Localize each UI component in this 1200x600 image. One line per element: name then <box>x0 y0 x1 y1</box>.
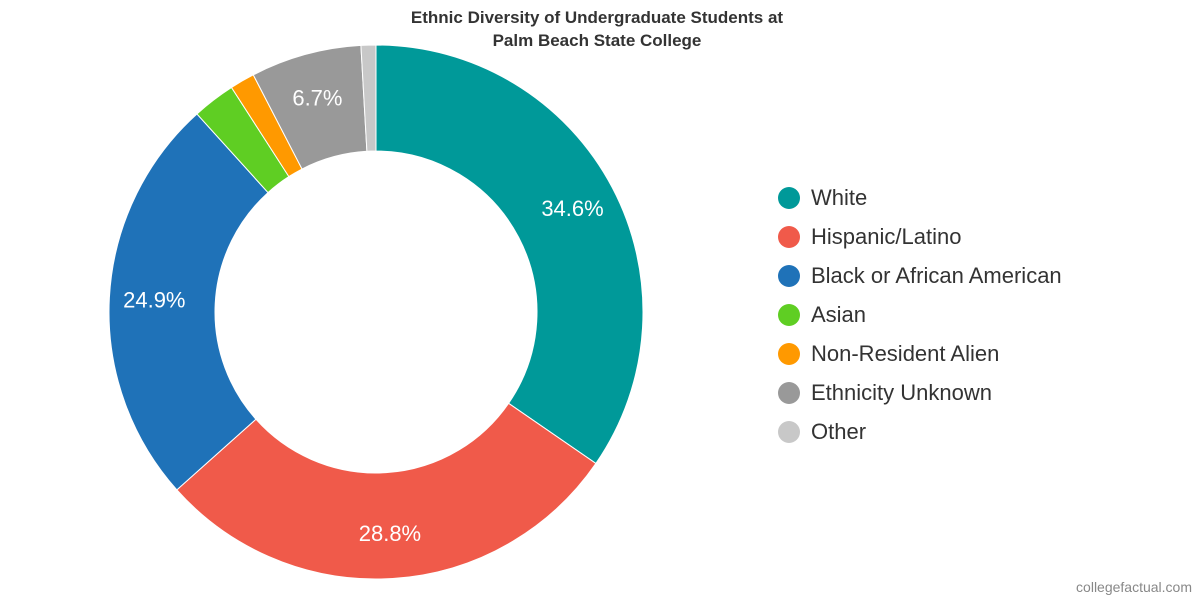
legend-label-4: Non-Resident Alien <box>811 340 1000 366</box>
legend-swatch-2 <box>778 264 800 287</box>
legend-swatch-0 <box>778 186 800 209</box>
legend-swatch-3 <box>778 303 800 326</box>
legend-swatch-5 <box>778 381 800 404</box>
source-credit: collegefactual.com <box>1076 579 1192 595</box>
chart-title-line-1: Ethnic Diversity of Undergraduate Studen… <box>410 8 784 27</box>
chart-legend: White Hispanic/Latino Black or African Ame… <box>778 178 1062 451</box>
legend-item-3[interactable]: Asian <box>778 295 1062 334</box>
slice-label-5: 6.7% <box>292 85 342 110</box>
slice-6 <box>360 44 377 152</box>
legend-item-5[interactable]: Ethnicity Unknown <box>778 373 1062 412</box>
slice-2 <box>108 113 269 491</box>
slice-label-2: 24.9% <box>123 288 185 313</box>
legend-label-6: Other <box>811 418 867 444</box>
legend-label-2: Black or African American <box>811 262 1062 288</box>
slice-label-0: 34.6% <box>541 196 603 221</box>
chart-title-line-2: Palm Beach State College <box>492 31 702 50</box>
slice-label-1: 28.8% <box>359 521 421 546</box>
legend-label-0: White <box>811 184 868 210</box>
legend-label-5: Ethnicity Unknown <box>811 379 992 405</box>
slice-1 <box>176 402 597 580</box>
legend-swatch-4 <box>778 342 800 365</box>
legend-label-3: Asian <box>811 301 867 327</box>
legend-swatch-1 <box>778 225 800 248</box>
chart-title: Ethnic Diversity of Undergraduate Studen… <box>0 6 1194 52</box>
legend-item-1[interactable]: Hispanic/Latino <box>778 217 1062 256</box>
legend-item-6[interactable]: Other <box>778 412 1062 451</box>
legend-item-2[interactable]: Black or African American <box>778 256 1062 295</box>
legend-item-4[interactable]: Non-Resident Alien <box>778 334 1062 373</box>
legend-label-1: Hispanic/Latino <box>811 223 962 249</box>
slice-0 <box>375 44 644 465</box>
legend-swatch-6 <box>778 420 800 443</box>
legend-item-0[interactable]: White <box>778 178 1062 217</box>
